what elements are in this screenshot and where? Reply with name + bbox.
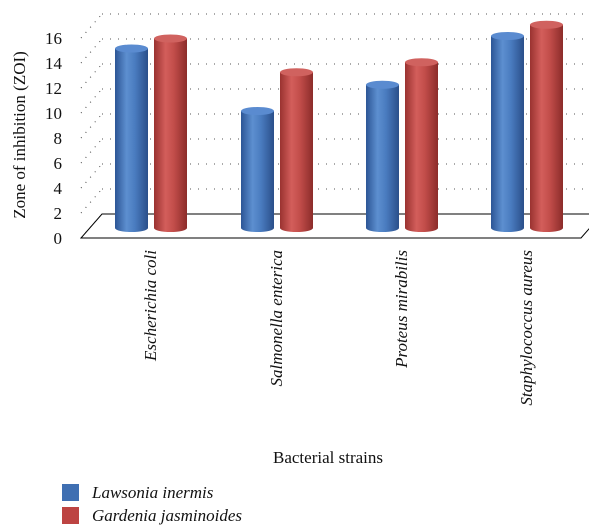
legend-label-gardenia: Gardenia jasminoides [92,505,243,525]
floor-plane [79,213,589,239]
bar-body [366,84,399,232]
bar-body [241,111,274,232]
grid-line-side [80,88,103,114]
grid-line-side [80,188,103,214]
grid-line-side [80,113,103,139]
x-tick-label: Staphylococcus aureus [517,250,536,406]
y-tick-label: 4 [54,179,63,198]
y-tick-label: 14 [45,54,63,73]
x-axis-title: Bacterial strains [273,448,383,467]
bar [530,20,563,232]
x-tick-label: Salmonella enterica [267,250,286,386]
bar [366,80,399,232]
bar [241,107,274,232]
bar-top [154,34,187,43]
bar-body [280,72,313,232]
bar-body [154,38,187,232]
legend-item-lawsonia: Lawsonia inermis [62,481,242,504]
bar-body [491,36,524,232]
axes [79,213,589,239]
y-tick-label: 0 [54,229,63,248]
x-tick-label: Escherichia coli [141,250,160,362]
bar-top [405,58,438,67]
legend-swatch-lawsonia [62,484,79,501]
bar [154,34,187,232]
grid-line-side [80,13,103,39]
y-axis-title: Zone of inhibition (ZOI) [10,51,29,219]
bar-body [530,24,563,232]
legend: Lawsonia inermis Gardenia jasminoides [62,481,242,527]
bar [280,68,313,232]
y-tick-label: 16 [45,29,62,48]
bar-top [241,107,274,115]
legend-swatch-gardenia [62,507,79,524]
y-tick-label: 8 [54,129,63,148]
bar [115,44,148,232]
grid-line-side [80,163,103,189]
bar-chart: 0 2 4 6 8 10 12 14 16 Escherichia coli Salmonella… [10,13,589,467]
bar-top [115,44,148,53]
grid-line-side [80,63,103,89]
bar [405,58,438,232]
bar [491,32,524,232]
y-tick-label: 2 [54,204,63,223]
legend-item-gardenia: Gardenia jasminoides [62,504,242,527]
y-tick-label: 10 [45,104,62,123]
bar-body [115,48,148,232]
grid-line-side [80,138,103,164]
y-tick-label: 6 [54,154,63,173]
bar-top [366,80,399,89]
bar-top [280,68,313,77]
legend-label-lawsonia: Lawsonia inermis [92,482,214,502]
bar-top [530,20,563,29]
x-tick-label: Proteus mirabilis [392,250,411,369]
grid-line-side [80,38,103,64]
bar-top [491,32,524,40]
bar-body [405,62,438,232]
y-tick-label: 12 [45,79,62,98]
